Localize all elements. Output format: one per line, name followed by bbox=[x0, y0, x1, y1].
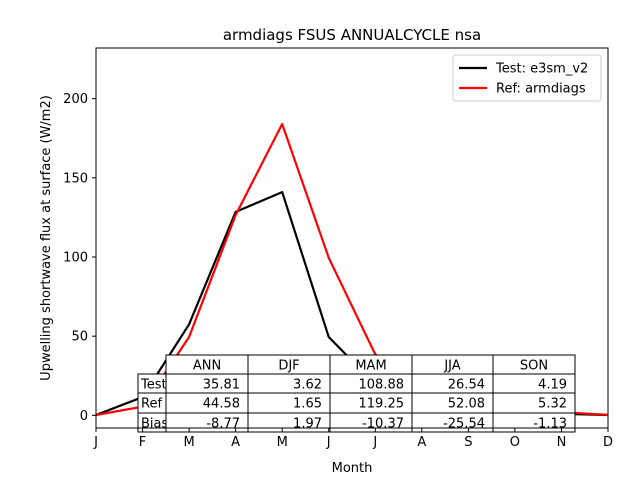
x-tick-label: N bbox=[557, 435, 567, 450]
x-tick-label: J bbox=[372, 435, 377, 450]
table-cell-value: 44.58 bbox=[203, 397, 240, 412]
table-row-label: Test bbox=[140, 378, 167, 393]
legend-box bbox=[452, 54, 602, 102]
x-tick-label: A bbox=[417, 435, 426, 450]
legend-entry-1: Ref: armdiags bbox=[496, 82, 586, 97]
x-tick-label: J bbox=[326, 435, 331, 450]
table-cell-value: 4.19 bbox=[538, 378, 567, 393]
y-tick-label: 0 bbox=[80, 409, 88, 424]
table-cell-value: -10.37 bbox=[362, 417, 404, 432]
plot-frame bbox=[95, 47, 609, 429]
legend-entry-0: Test: e3sm_v2 bbox=[495, 62, 588, 77]
x-tick-label: J bbox=[93, 435, 98, 450]
x-tick-label: D bbox=[603, 435, 613, 450]
x-tick-label: O bbox=[510, 435, 520, 450]
table-cell-value: 26.54 bbox=[448, 378, 485, 393]
table-col-label: SON bbox=[520, 359, 548, 374]
x-axis-label: Month bbox=[332, 461, 373, 476]
y-tick-label: 150 bbox=[63, 171, 88, 186]
y-axis-label: Upwelling shortwave flux at surface (W/m… bbox=[39, 95, 54, 381]
y-tick-label: 200 bbox=[63, 92, 88, 107]
table-col-label: JJA bbox=[443, 359, 460, 374]
table-cell-value: 3.62 bbox=[293, 378, 322, 393]
table-cell-value: 1.97 bbox=[293, 417, 322, 432]
table-cell bbox=[492, 412, 576, 433]
table-col-label: MAM bbox=[355, 359, 386, 374]
stats-table: ANN DJF MAM JJA SON Test 35.81 3.62 108.88 26.54 4… bbox=[137, 354, 576, 433]
legend: Test: e3sm_v2 Ref: armdiags bbox=[452, 54, 602, 102]
x-tick-label: M bbox=[277, 435, 288, 450]
table-cell-value: 108.88 bbox=[359, 378, 405, 393]
y-tick-label: 50 bbox=[71, 330, 88, 345]
table-cell-value: -8.77 bbox=[206, 417, 240, 432]
x-tick-label: S bbox=[464, 435, 472, 450]
x-tick-label: F bbox=[139, 435, 146, 450]
table-cell-value: 119.25 bbox=[359, 397, 405, 412]
table-col-label: DJF bbox=[278, 359, 299, 374]
table-row-label: Ref bbox=[141, 397, 162, 412]
table-cell-value: 35.81 bbox=[203, 378, 240, 393]
x-tick-label: M bbox=[183, 435, 194, 450]
table-col-label: ANN bbox=[193, 359, 221, 374]
table-cell-value: -25.54 bbox=[443, 417, 485, 432]
table-cell-value: 52.08 bbox=[448, 397, 485, 412]
x-tick-label: A bbox=[231, 435, 240, 450]
table-cell-value: 5.32 bbox=[538, 397, 567, 412]
y-tick-label: 100 bbox=[63, 251, 88, 266]
table-row-label: Bias bbox=[141, 417, 168, 432]
chart-title: armdiags FSUS ANNUALCYCLE nsa bbox=[223, 26, 481, 44]
table-cell-value: 1.65 bbox=[293, 397, 322, 412]
